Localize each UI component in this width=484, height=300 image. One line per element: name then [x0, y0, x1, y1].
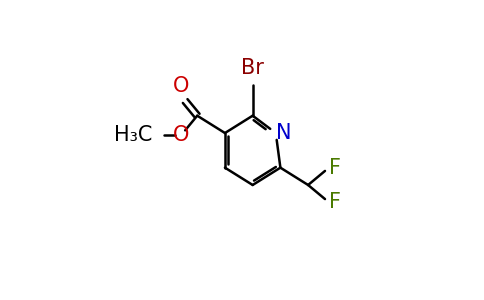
Text: F: F — [329, 158, 341, 178]
Text: F: F — [329, 192, 341, 212]
Text: H₃C: H₃C — [114, 125, 152, 145]
Text: Br: Br — [241, 58, 264, 78]
Text: O: O — [173, 125, 189, 145]
Text: O: O — [173, 76, 189, 96]
Text: N: N — [276, 123, 291, 143]
